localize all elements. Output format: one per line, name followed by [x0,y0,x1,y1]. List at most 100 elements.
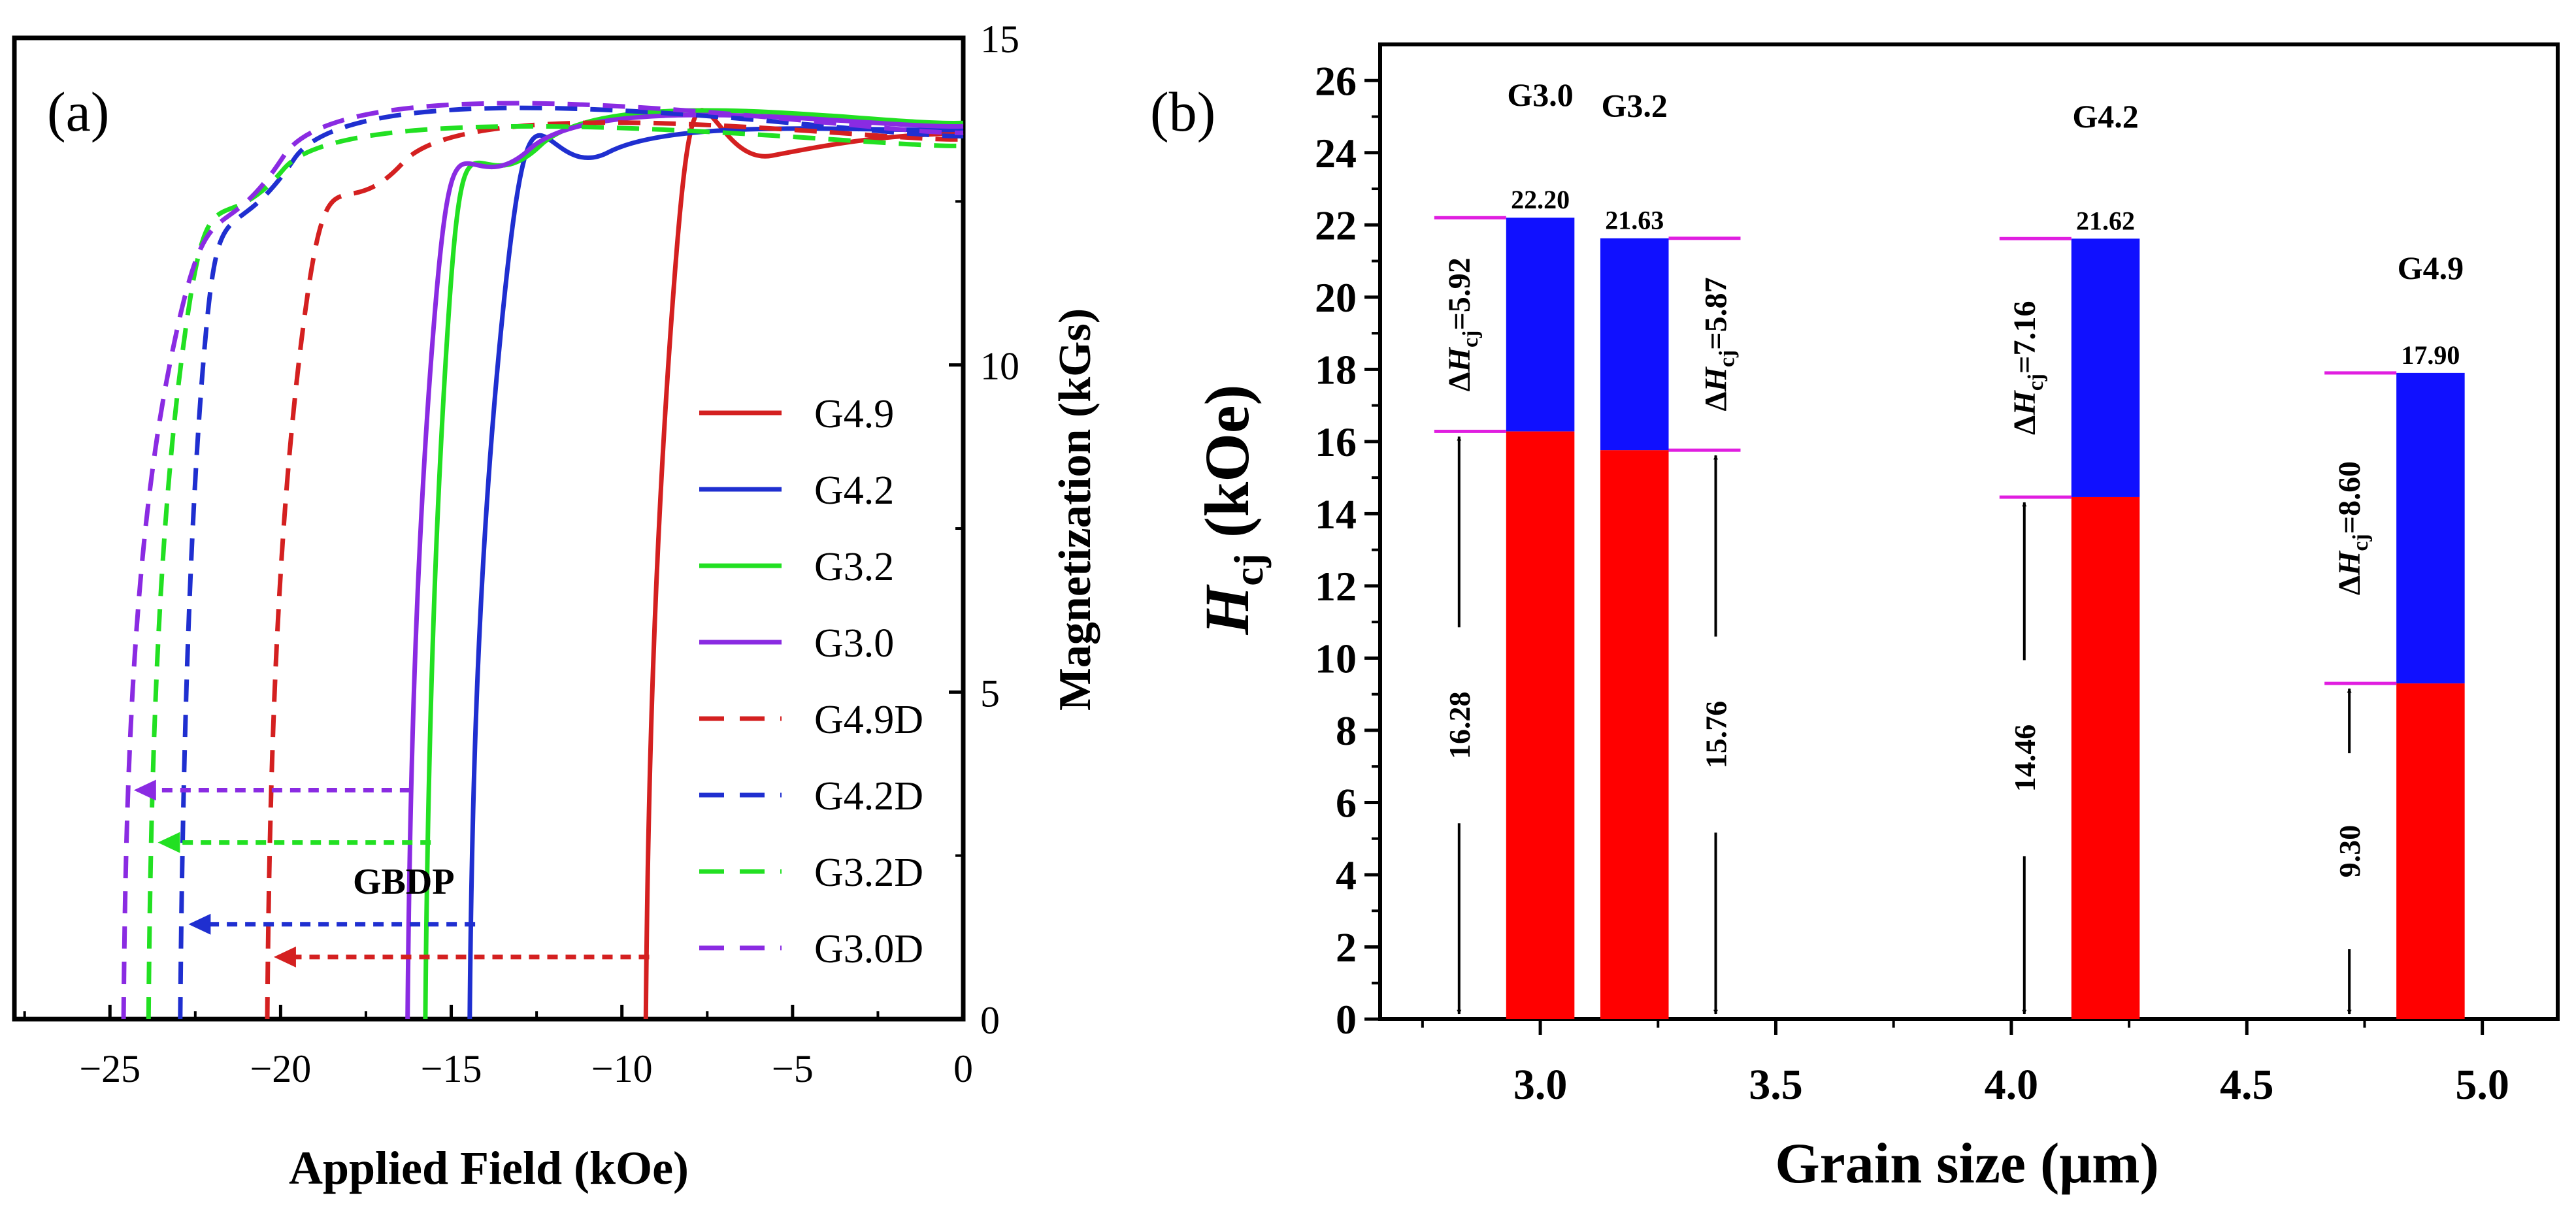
y-tick-label-b: 16 [1315,419,1357,465]
delta-label-g3-2: ΔHcj=5.87 [1698,277,1739,411]
legend-label-g4-2d: G4.2D [814,774,923,819]
legend-label-g3-0: G3.0 [814,621,894,666]
legend-label-g4-9d: G4.9D [814,698,923,742]
series-line-g4-9d [265,120,964,1020]
panel-b-x-axis-label: Grain size (μm) [1775,1132,2159,1196]
bar-increment-g3-0 [1506,218,1575,432]
bar-base-g4-2 [2071,497,2140,1019]
panel-b-bars-group [1506,218,2465,1019]
gbdp-arrow-head-1 [157,832,180,853]
bar-increment-g3-2 [1600,238,1669,451]
delta-h: H [2332,550,2367,576]
x-tick-label-a: −10 [591,1047,653,1090]
x-tick-label-a: −5 [772,1047,814,1090]
bar-name-g4-2: G4.2 [2072,98,2138,135]
series-line-g4-2d [178,105,964,1020]
panel-b-y-axis-label: Hcj (kOe) [1192,385,1272,636]
x-tick-label-a: −15 [421,1047,482,1090]
delta-value: =8.60 [2332,461,2367,534]
panel-a-ticks-group: −25 −20 −15 −10 −5 00 5 10 15 [23,18,1019,1090]
series-line-g4-9 [643,108,964,1020]
y-tick-label-b: 24 [1315,130,1357,176]
bar-name-g3-0: G3.0 [1507,76,1573,113]
delta-symbol: Δ [2332,576,2367,595]
y-tick-label-b: 14 [1315,491,1357,537]
y-tick-label-a: 10 [980,345,1019,388]
y-tick-label-b: 4 [1336,852,1357,898]
panel-a-label: (a) [47,80,109,143]
panel-a-x-axis-label: Applied Field (kOe) [289,1142,689,1194]
delta-sub: cj [2349,534,2373,551]
x-tick-label-b: 4.0 [1985,1061,2039,1109]
gbdp-arrow-head-0 [133,779,156,801]
y-tick-label-b: 20 [1315,274,1357,321]
y-label-unit: (kOe) [1192,385,1262,554]
bar-increment-g4-9 [2396,372,2465,684]
bar-total-label-g4-2: 21.62 [2076,206,2135,235]
delta-sub: cj [2024,374,2048,391]
series-line-g3-2 [423,108,964,1020]
bar-total-label-g3-0: 22.20 [1511,185,1570,214]
bar-increment-g4-2 [2071,238,2140,497]
y-tick-label-b: 6 [1336,779,1357,826]
y-tick-label-a: 0 [980,999,1000,1042]
x-tick-label-b: 3.0 [1513,1061,1568,1109]
y-tick-label-b: 26 [1315,57,1357,104]
delta-h: H [1442,346,1477,372]
delta-label-g3-0: ΔHcj=5.92 [1442,257,1483,391]
delta-sub: cj [1459,331,1483,348]
delta-symbol: Δ [1442,372,1477,391]
bar-name-g4-9: G4.9 [2398,250,2464,286]
base-label-g4-9: 9.30 [2333,825,2366,878]
legend-label-g4-9: G4.9 [814,392,894,436]
base-label-g3-2: 15.76 [1699,701,1732,769]
y-tick-label-b: 12 [1315,563,1357,610]
gbdp-arrow-head-2 [188,913,211,935]
plot-b-frame [1378,42,2560,1021]
bar-total-label-g4-9: 17.90 [2401,340,2460,370]
y-tick-label-b: 10 [1315,635,1357,681]
delta-h: H [1698,366,1733,392]
delta-value: =5.92 [1442,257,1477,330]
y-label-main: H [1192,584,1262,636]
base-label-g3-0: 16.28 [1443,691,1476,759]
y-tick-label-b: 2 [1336,924,1357,970]
panel-a-y-axis-label: Magnetization (kGs) [1050,308,1100,711]
bar-base-g4-9 [2396,683,2465,1019]
bar-name-g3-2: G3.2 [1602,88,1668,124]
panel-a-series-group [121,101,964,1020]
x-tick-label-a: 0 [953,1047,973,1090]
gbdp-annotation: GBDP [353,862,455,902]
y-tick-label-b: 22 [1315,202,1357,248]
legend-label-g3-2: G3.2 [814,545,894,589]
bar-base-g3-0 [1506,431,1575,1019]
y-tick-label-b: 18 [1315,346,1357,393]
delta-label-g4-2: ΔHcj=7.16 [2007,301,2048,435]
delta-symbol: Δ [2007,415,2042,435]
panel-a-legend: G4.9 G4.2 G3.2 G3.0 G4.9D G4.2D G3.2D G3.0D [699,392,923,971]
bar-base-g3-2 [1600,450,1669,1019]
y-tick-label-b: 8 [1336,708,1357,754]
base-label-g4-2: 14.46 [2008,724,2041,792]
legend-label-g3-2d: G3.2D [814,851,923,895]
delta-label-g4-9: ΔHcj=8.60 [2332,461,2373,595]
y-tick-label-a: 5 [980,672,1000,715]
delta-value: =5.87 [1698,277,1733,350]
delta-h: H [2007,390,2042,416]
bar-total-label-g3-2: 21.63 [1605,206,1664,235]
y-tick-label-a: 15 [980,18,1019,61]
x-tick-label-b: 4.5 [2220,1061,2274,1109]
y-tick-label-b: 0 [1336,996,1357,1043]
x-tick-label-a: −25 [79,1047,140,1090]
x-tick-label-b: 3.5 [1749,1061,1803,1109]
legend-label-g4-2: G4.2 [814,468,894,513]
legend-label-g3-0d: G3.0D [814,927,923,971]
gbdp-arrow-head-3 [273,946,296,968]
panel-b-label: (b) [1150,80,1215,143]
series-line-g3-2d [146,123,964,1020]
y-label-sub: cj [1225,553,1272,586]
